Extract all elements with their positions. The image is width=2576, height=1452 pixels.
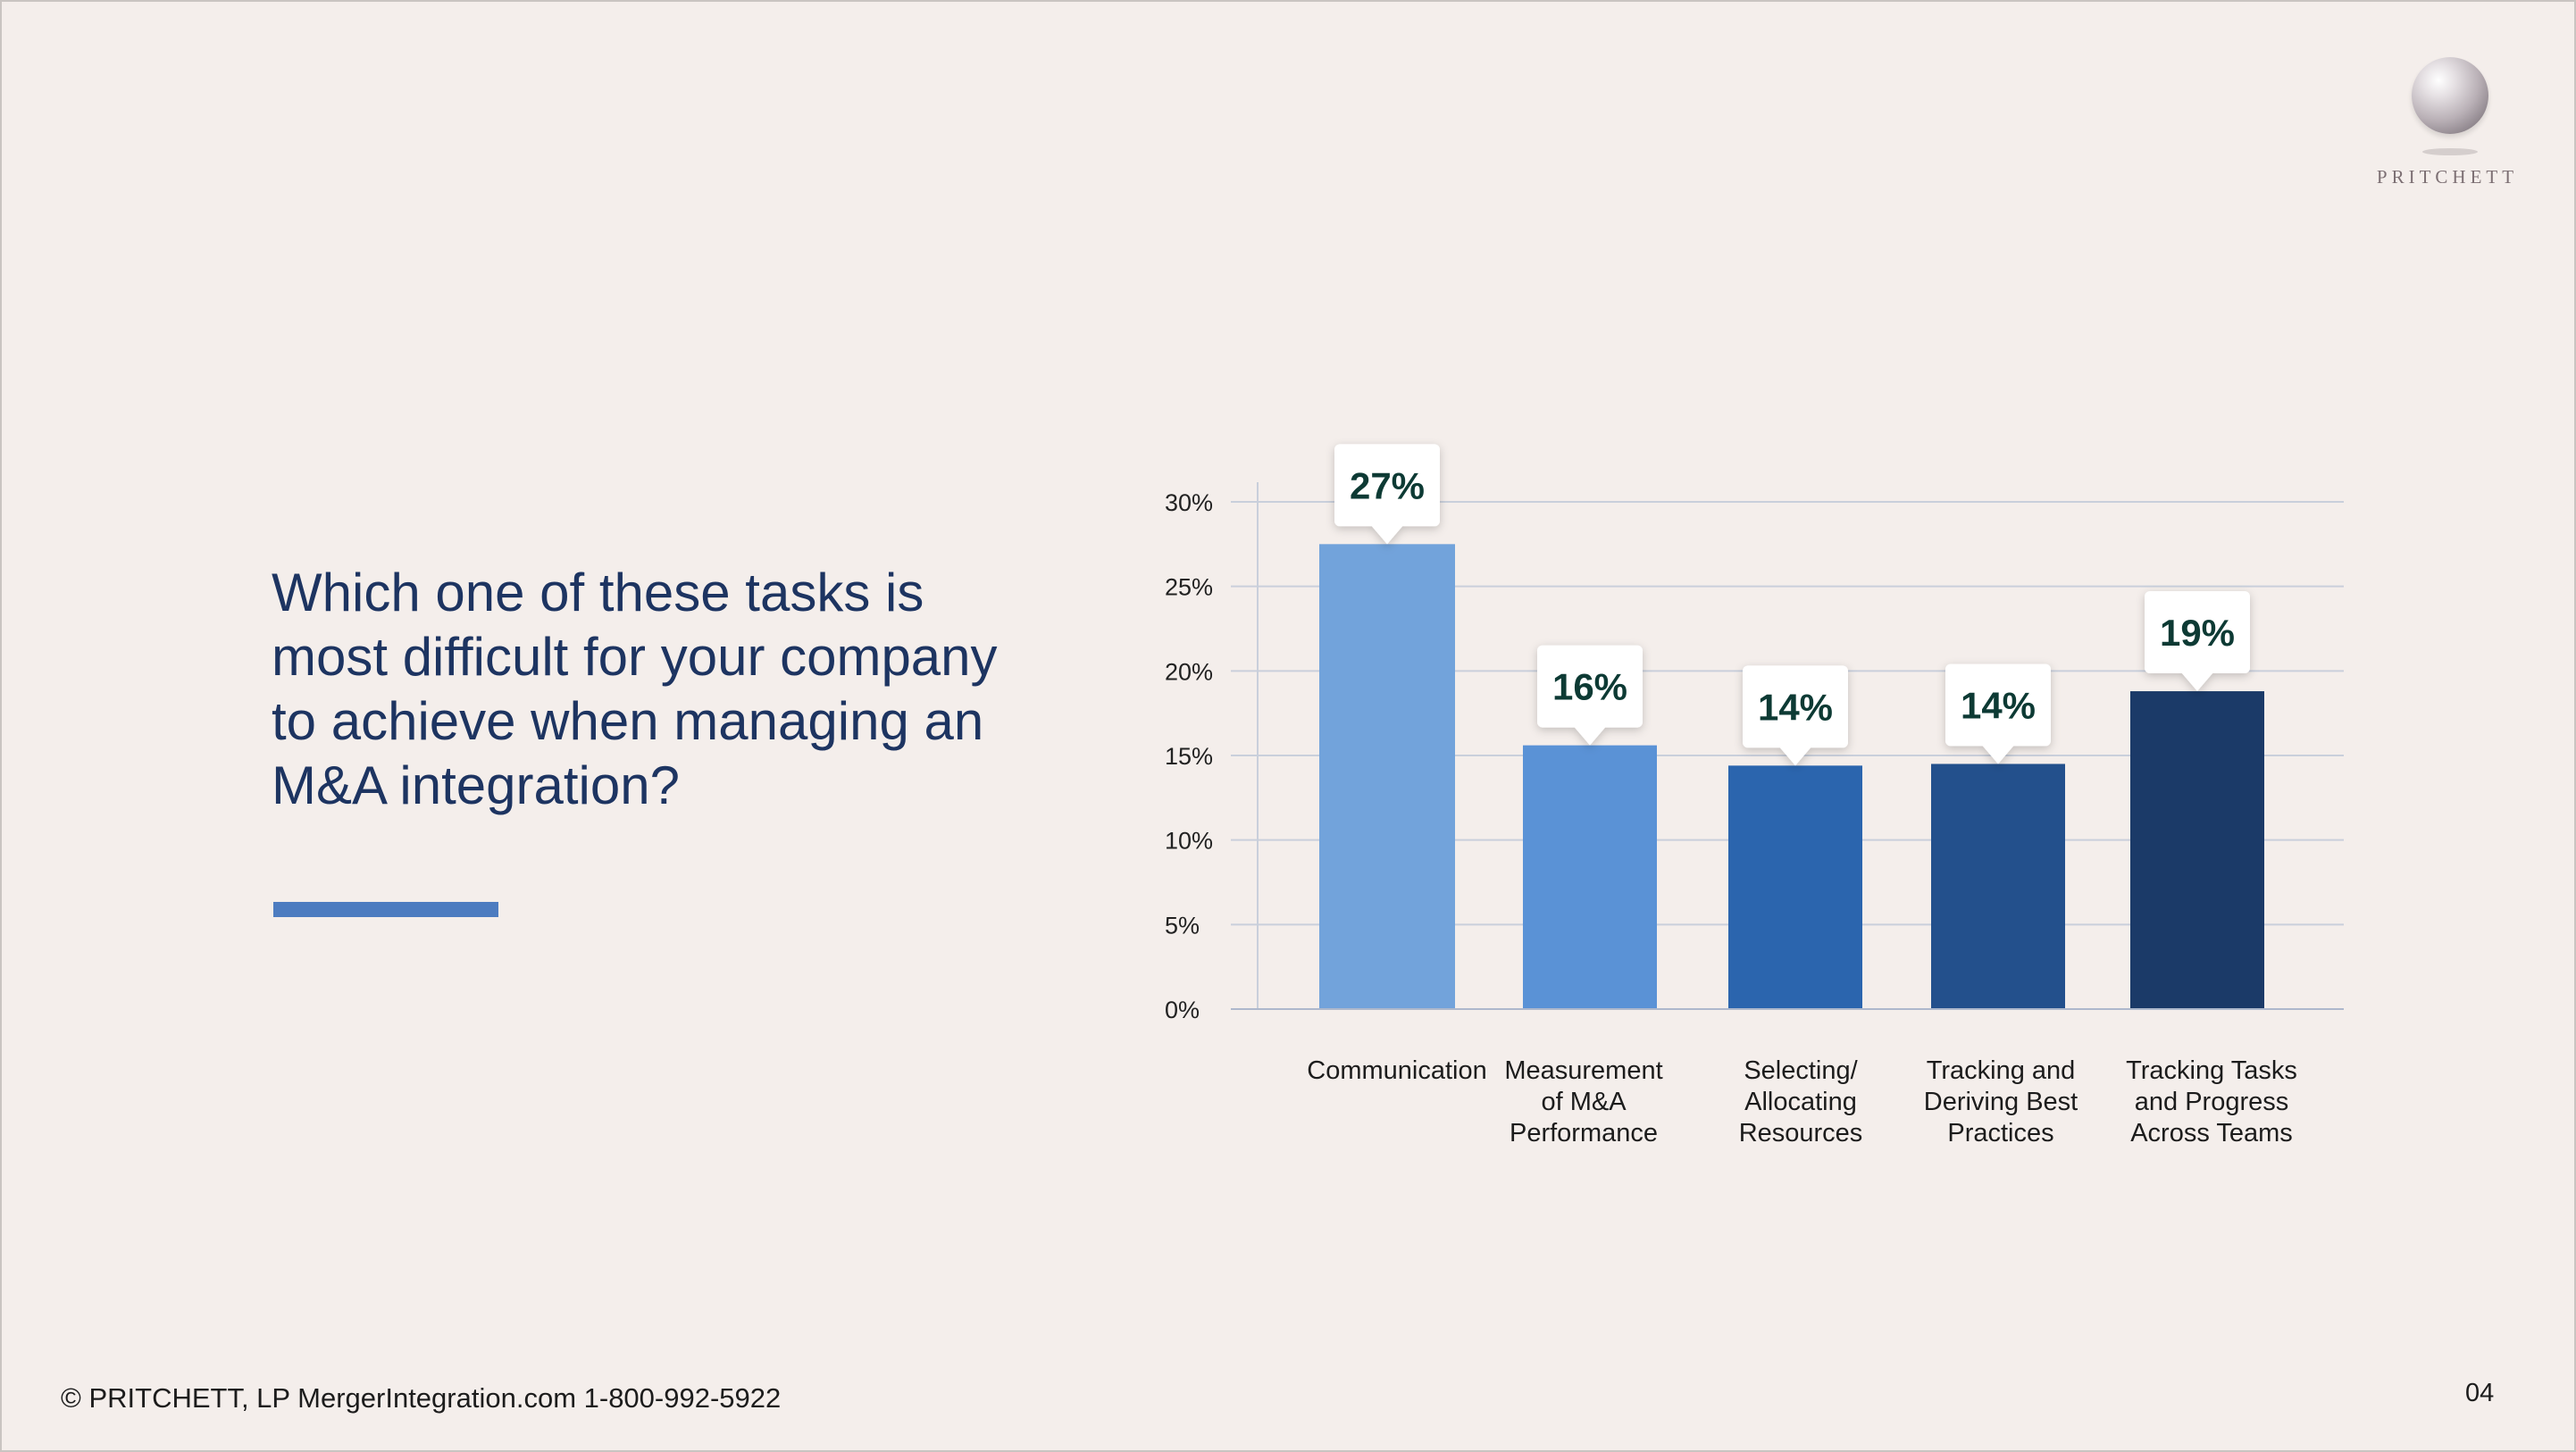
data-label-box	[1537, 645, 1643, 728]
data-label-box	[2145, 591, 2250, 674]
bar	[1319, 544, 1455, 1009]
x-category-label-line: Deriving Best	[1924, 1088, 2078, 1116]
slide-question: Which one of these tasks is most difficu…	[272, 563, 998, 815]
data-label-callout	[1945, 663, 2051, 764]
data-label-pointer	[1574, 726, 1606, 746]
x-category-label-line: Tracking Tasks	[2126, 1056, 2297, 1085]
x-category-label-line: Selecting/	[1744, 1056, 1858, 1085]
data-label-box	[1945, 663, 2051, 747]
bar	[2130, 691, 2264, 1009]
footer-copyright: © PRITCHETT, LP MergerIntegration.com 1-…	[61, 1382, 782, 1414]
data-label: 27%	[1350, 464, 1425, 506]
y-tick-label: 0%	[1165, 997, 1200, 1023]
bar	[1931, 764, 2065, 1009]
y-tick-label: 10%	[1165, 828, 1213, 855]
x-category-label: Communication	[1307, 1056, 1486, 1085]
data-label-callout	[2145, 591, 2250, 692]
x-category-label: Tracking Tasks and Progress Across Teams	[2126, 1056, 2297, 1147]
x-category-label-line: Resources	[1739, 1119, 1863, 1147]
data-label: 14%	[1758, 686, 1833, 728]
data-label: 14%	[1961, 684, 2036, 726]
x-category-label-line: Communication	[1307, 1056, 1486, 1085]
pritchett-logo: PRITCHETT	[2340, 50, 2555, 202]
question-underline	[273, 902, 498, 917]
logo-sphere-shadow	[2422, 148, 2478, 155]
data-label-callout	[1537, 645, 1643, 746]
logo-text: PRITCHETT	[2376, 166, 2519, 188]
x-category-label-line: Allocating	[1744, 1088, 1857, 1116]
page-number: 04	[2465, 1379, 2495, 1407]
data-label-pointer	[2181, 672, 2213, 692]
data-label-box	[1743, 665, 1848, 748]
y-tick-label: 15%	[1165, 743, 1213, 770]
y-tick-label: 5%	[1165, 912, 1200, 939]
y-tick-label: 20%	[1165, 658, 1213, 685]
data-label-box	[1334, 444, 1440, 527]
x-category-label: Tracking and Deriving Best Practices	[1924, 1056, 2078, 1147]
x-category-label-line: Across Teams	[2130, 1119, 2293, 1147]
data-label-pointer	[1779, 747, 1811, 766]
x-category-label-line: Performance	[1510, 1119, 1658, 1147]
logo-sphere-icon	[2412, 57, 2488, 134]
x-category-label-line: Tracking and	[1927, 1056, 2076, 1085]
data-label-callout	[1334, 444, 1440, 545]
x-category-label-line: Practices	[1947, 1119, 2053, 1147]
bar	[1523, 745, 1657, 1009]
data-label-callout	[1743, 665, 1848, 766]
y-tick-label: 25%	[1165, 574, 1213, 601]
x-category-label-line: Measurement	[1504, 1056, 1662, 1085]
x-category-label: Selecting/Allocating Resources	[1739, 1056, 1863, 1147]
x-category-label-line: and Progress	[2135, 1088, 2289, 1116]
data-label-pointer	[1371, 525, 1403, 545]
data-label-pointer	[1982, 745, 2014, 764]
data-label: 16%	[1552, 666, 1627, 708]
x-category-label-line: of M&A	[1541, 1088, 1627, 1116]
y-tick-label: 30%	[1165, 489, 1213, 516]
x-category-label: Measurement of M&A Performance	[1504, 1056, 1662, 1147]
bar	[1728, 765, 1862, 1009]
data-label: 19%	[2160, 612, 2235, 654]
